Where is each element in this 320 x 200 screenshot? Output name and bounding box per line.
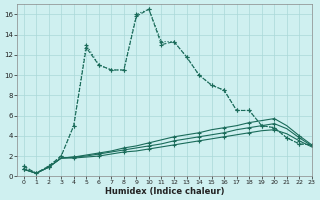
X-axis label: Humidex (Indice chaleur): Humidex (Indice chaleur) — [105, 187, 224, 196]
